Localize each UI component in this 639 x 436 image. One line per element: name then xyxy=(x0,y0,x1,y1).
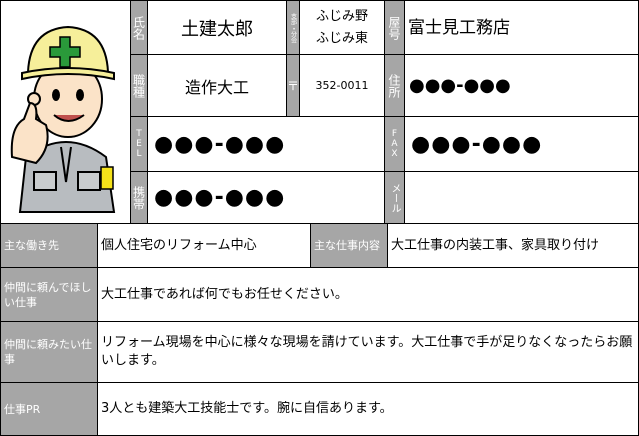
main-work: 大工仕事の内装工事、家具取り付け xyxy=(388,224,639,268)
name: 土建太郎 xyxy=(148,0,287,55)
workplace: 個人住宅のリフォーム中心 xyxy=(98,224,311,268)
want-label: 仲間に頼みたい仕事 xyxy=(0,322,98,383)
request-text: 大工仕事であれば何でもお任せください。 xyxy=(98,268,639,322)
tel: ●●●-●●● xyxy=(148,117,385,172)
postal: 352-0011 xyxy=(300,55,385,117)
job: 造作大工 xyxy=(148,55,287,117)
address-label: 住所 xyxy=(385,55,405,117)
email xyxy=(405,172,639,224)
trade-name-label: 屋号 xyxy=(385,0,405,55)
want-text: リフォーム現場を中心に様々な現場を請けています。大工仕事で手が足りなくなったらお… xyxy=(98,322,639,383)
sub-branch: ふじみ東 xyxy=(315,30,368,46)
request-label: 仲間に頼んでほしい仕事 xyxy=(0,268,98,322)
trade-name: 富士見工務店 xyxy=(405,0,639,55)
tel-label: TEL xyxy=(131,117,148,172)
email-label: メール xyxy=(385,172,405,224)
fax: ●●●-●●● xyxy=(405,117,639,172)
mobile-label: 携帯 xyxy=(131,172,148,224)
main-work-label: 主な仕事内容 xyxy=(311,224,388,268)
branch-cell: ふじみ野 ふじみ東 xyxy=(300,0,385,55)
job-label: 職種 xyxy=(131,55,148,117)
mobile: ●●●-●●● xyxy=(148,172,385,224)
illustration-cell xyxy=(0,0,131,224)
worker-illustration xyxy=(10,25,115,213)
name-label: 氏名 xyxy=(131,0,148,55)
postal-label: 〒 xyxy=(287,55,300,117)
pr-label: 仕事PR xyxy=(0,383,98,436)
pr-text: 3人とも建築大工技能士です。腕に自信あります。 xyxy=(98,383,639,436)
fax-label: FAX xyxy=(385,117,405,172)
branch-label: 支部・分会 xyxy=(287,0,300,55)
workplace-label: 主な働き先 xyxy=(0,224,98,268)
address: ●●●-●●● xyxy=(405,55,639,117)
branch: ふじみ野 xyxy=(315,8,368,24)
